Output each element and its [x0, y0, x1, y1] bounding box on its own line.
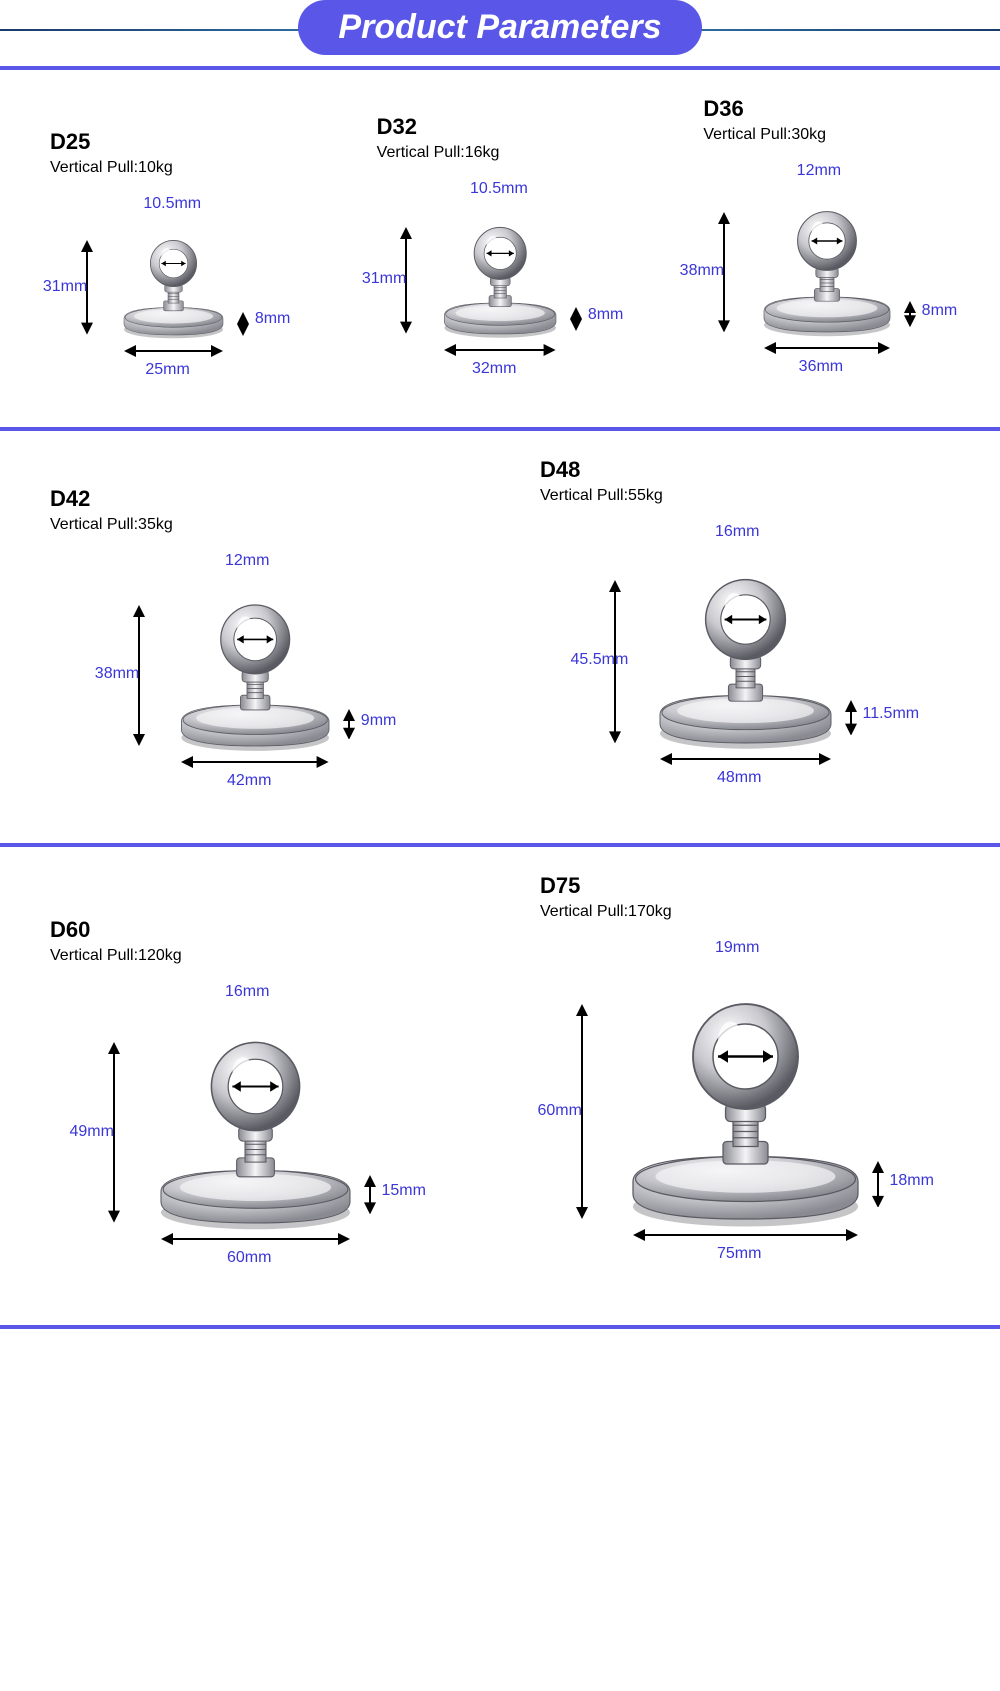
divider — [0, 427, 1000, 431]
product-cell: D36 Vertical Pull:30kg 12mm 38mm 8mm — [663, 96, 990, 401]
pull-label: Vertical Pull:30kg — [663, 126, 990, 144]
model-name: D42 — [10, 486, 500, 512]
total-height-dim: 38mm — [95, 665, 139, 683]
base-height-dim: 11.5mm — [863, 705, 920, 723]
magnet-diagram: 19mm 60mm 18mm — [538, 939, 953, 1294]
pull-label: Vertical Pull:16kg — [337, 144, 664, 162]
magnet-diagram: 16mm 49mm 15mm — [70, 983, 441, 1294]
base-width-dim: 60mm — [227, 1249, 271, 1267]
magnet-diagram: 12mm 38mm 9mm — [95, 552, 415, 812]
ring-inner-dim: 16mm — [715, 523, 759, 541]
base-height-dim: 9mm — [361, 712, 397, 730]
pull-label: Vertical Pull:120kg — [10, 947, 500, 965]
base-height-dim: 8mm — [922, 302, 958, 320]
total-height-dim: 31mm — [43, 278, 87, 296]
divider — [0, 843, 1000, 847]
model-name: D36 — [663, 96, 990, 122]
ring-inner-dim: 10.5mm — [470, 180, 528, 198]
product-cell: D42 Vertical Pull:35kg 12mm 38mm 9mm — [10, 486, 500, 817]
pull-label: Vertical Pull:35kg — [10, 516, 500, 534]
ring-inner-dim: 19mm — [715, 939, 759, 957]
base-height-dim: 18mm — [890, 1172, 934, 1190]
product-row: D42 Vertical Pull:35kg 12mm 38mm 9mm — [0, 439, 1000, 835]
product-cell: D32 Vertical Pull:16kg 10.5mm 31mm 8mm — [337, 114, 664, 401]
pull-label: Vertical Pull:170kg — [500, 903, 990, 921]
model-name: D25 — [10, 129, 337, 155]
model-name: D60 — [10, 917, 500, 943]
magnet-diagram: 10.5mm 31mm 8mm — [43, 195, 304, 396]
total-height-dim: 31mm — [362, 270, 406, 288]
base-width-dim: 25mm — [145, 361, 189, 379]
base-width-dim: 36mm — [799, 358, 843, 376]
product-cell: D75 Vertical Pull:170kg 19mm 60mm 18mm — [500, 873, 990, 1299]
product-row: D25 Vertical Pull:10kg 10.5mm 31mm 8mm — [0, 78, 1000, 419]
divider — [0, 66, 1000, 70]
base-height-dim: 8mm — [588, 306, 624, 324]
pull-label: Vertical Pull:10kg — [10, 159, 337, 177]
product-row: D60 Vertical Pull:120kg 16mm 49mm 15mm — [0, 855, 1000, 1317]
ring-inner-dim: 12mm — [797, 162, 841, 180]
magnet-diagram: 12mm 38mm 8mm — [680, 162, 974, 396]
pull-label: Vertical Pull:55kg — [500, 487, 990, 505]
base-height-dim: 15mm — [382, 1182, 426, 1200]
model-name: D32 — [337, 114, 664, 140]
total-height-dim: 38mm — [680, 262, 724, 280]
base-width-dim: 32mm — [472, 360, 516, 378]
ring-inner-dim: 12mm — [225, 552, 269, 570]
model-name: D48 — [500, 457, 990, 483]
ring-inner-dim: 10.5mm — [143, 195, 201, 213]
header: Product Parameters — [0, 0, 1000, 58]
magnet-diagram: 16mm 45.5mm 11.5mm — [571, 523, 920, 812]
product-cell: D25 Vertical Pull:10kg 10.5mm 31mm 8mm — [10, 129, 337, 401]
ring-inner-dim: 16mm — [225, 983, 269, 1001]
total-height-dim: 45.5mm — [571, 651, 629, 669]
product-cell: D60 Vertical Pull:120kg 16mm 49mm 15mm — [10, 917, 500, 1299]
total-height-dim: 60mm — [538, 1102, 582, 1120]
base-width-dim: 75mm — [717, 1245, 761, 1263]
divider — [0, 1325, 1000, 1329]
product-cell: D48 Vertical Pull:55kg 16mm 45.5mm 11.5m… — [500, 457, 990, 817]
base-width-dim: 42mm — [227, 772, 271, 790]
total-height-dim: 49mm — [70, 1123, 114, 1141]
model-name: D75 — [500, 873, 990, 899]
base-height-dim: 8mm — [255, 310, 291, 328]
base-width-dim: 48mm — [717, 769, 761, 787]
magnet-diagram: 10.5mm 31mm 8mm — [362, 180, 638, 396]
page-title: Product Parameters — [298, 0, 701, 55]
